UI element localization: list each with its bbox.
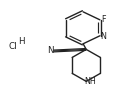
- Text: H: H: [18, 37, 25, 46]
- Text: Cl: Cl: [8, 42, 17, 51]
- Text: N: N: [100, 32, 106, 41]
- Text: NH: NH: [84, 77, 96, 86]
- Text: N: N: [47, 46, 54, 56]
- Text: F: F: [101, 15, 106, 24]
